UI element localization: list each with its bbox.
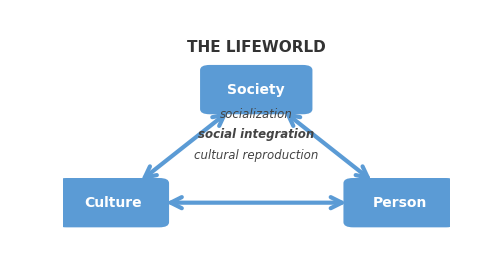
Text: Society: Society — [228, 83, 285, 97]
FancyBboxPatch shape — [344, 178, 456, 227]
Text: cultural reproduction: cultural reproduction — [194, 149, 318, 162]
FancyBboxPatch shape — [56, 178, 169, 227]
Text: THE LIFEWORLD: THE LIFEWORLD — [187, 40, 326, 55]
Text: social integration: social integration — [198, 128, 314, 141]
Text: Culture: Culture — [84, 196, 141, 210]
Text: Person: Person — [372, 196, 427, 210]
FancyBboxPatch shape — [200, 65, 312, 114]
Text: socialization: socialization — [220, 108, 292, 121]
